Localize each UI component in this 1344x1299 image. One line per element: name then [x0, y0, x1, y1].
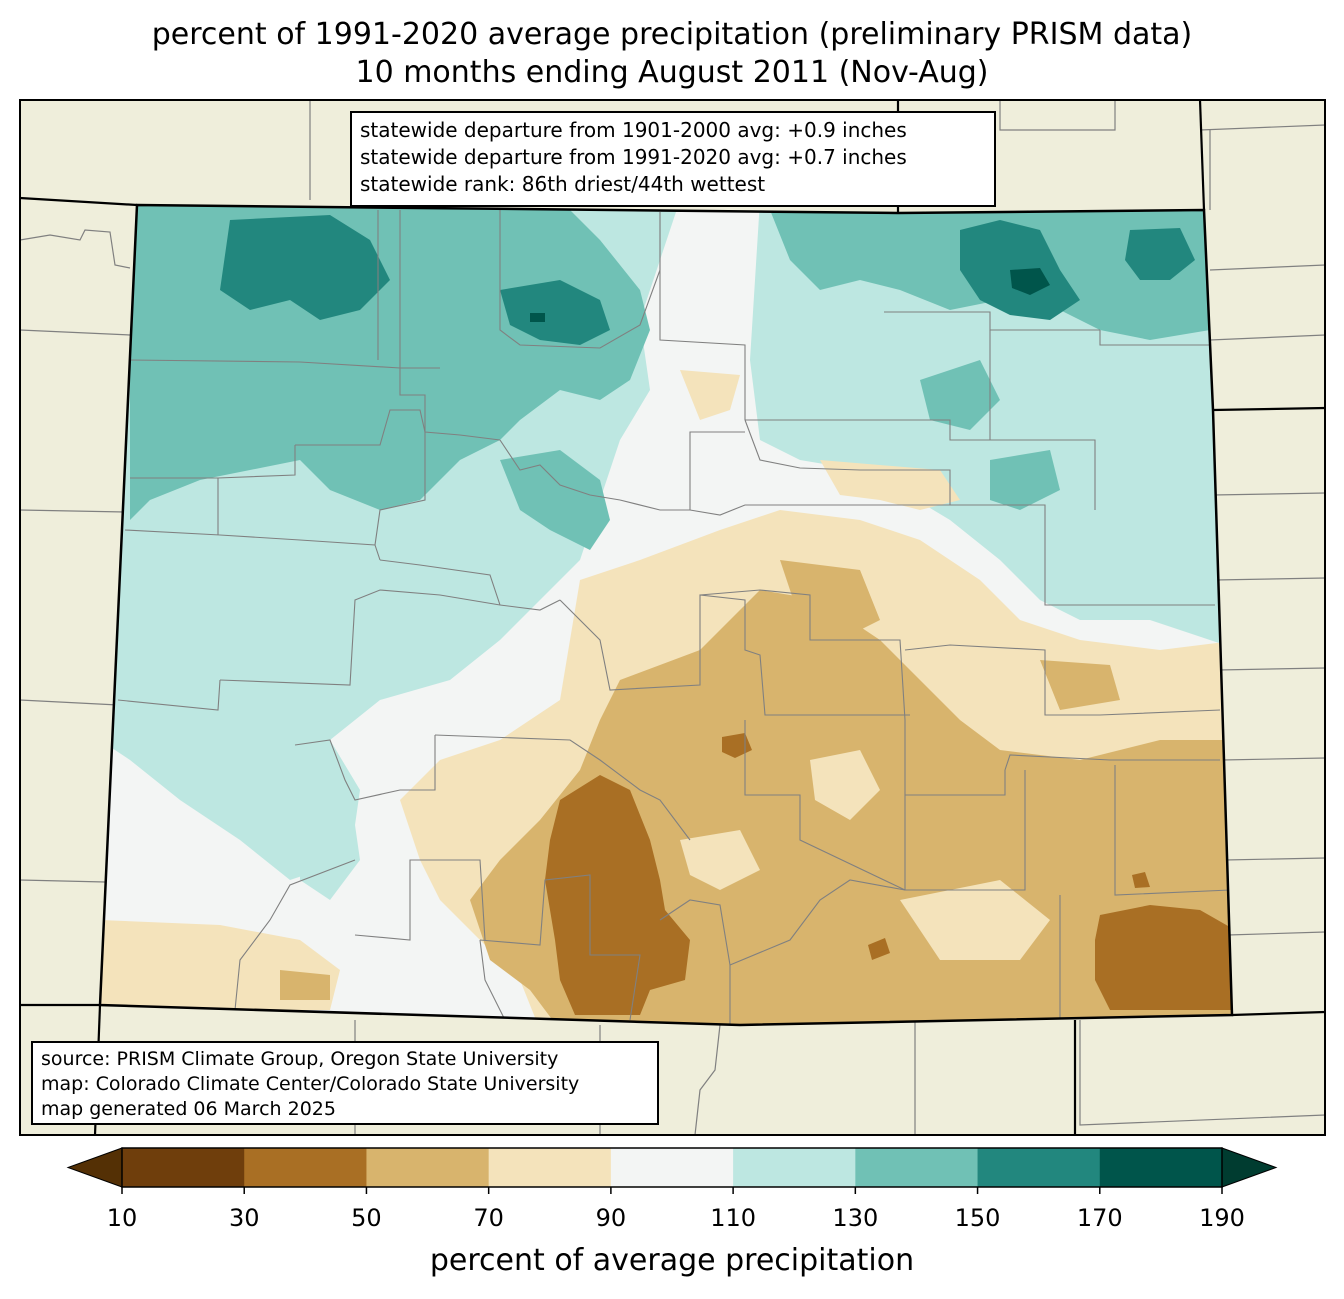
colorbar-tick-label: 10 — [106, 1204, 138, 1232]
colorbar-tick-label: 150 — [954, 1204, 1001, 1232]
colorbar-label: percent of average precipitation — [429, 1243, 915, 1278]
source-line: source: PRISM Climate Group, Oregon Stat… — [41, 1048, 559, 1070]
colorbar-segment — [610, 1148, 734, 1187]
colorbar-tick-label: 50 — [351, 1204, 382, 1232]
map-title-line1: percent of 1991-2020 average precipitati… — [151, 17, 1193, 52]
colorbar-segment — [488, 1148, 612, 1187]
neighbor-county-lines — [19, 100, 1326, 1136]
stats-line-1991-2020: statewide departure from 1991-2020 avg: … — [360, 145, 907, 169]
map-border — [19, 99, 1326, 1136]
colorbar-tick-label: 30 — [228, 1204, 260, 1232]
map-credit-line: map: Colorado Climate Center/Colorado St… — [41, 1073, 580, 1095]
colorbar-segment — [1099, 1148, 1223, 1187]
colorbar-tick-label: 90 — [595, 1204, 627, 1232]
county-lines — [117, 210, 1231, 1025]
colorbar-over-arrow — [1221, 1147, 1278, 1188]
colorbar-segment — [244, 1148, 367, 1187]
colorbar-tick-label: 130 — [832, 1204, 879, 1232]
statewide-stats-box: statewide departure from 1901-2000 avg: … — [350, 111, 996, 207]
colorbar-under-arrow — [66, 1147, 123, 1188]
colorbar-segment — [733, 1148, 856, 1187]
colorbar-frame — [121, 1147, 1223, 1188]
colorbar-tick-label: 170 — [1076, 1204, 1123, 1232]
colorbar-segment — [122, 1148, 245, 1187]
precip-field — [100, 205, 1232, 1025]
colorbar-tick-label: 190 — [1199, 1204, 1245, 1232]
stats-line-1901-2000: statewide departure from 1901-2000 avg: … — [360, 118, 907, 142]
colorbar — [66, 1147, 1278, 1194]
colorbar-tick-label: 70 — [473, 1204, 504, 1232]
source-box: source: PRISM Climate Group, Oregon Stat… — [31, 1041, 659, 1125]
colorbar-segment — [366, 1148, 490, 1187]
stats-line-rank: statewide rank: 86th driest/44th wettest — [360, 172, 766, 196]
generated-date-line: map generated 06 March 2025 — [41, 1098, 336, 1120]
colorado-border — [98, 203, 1234, 1027]
colorbar-segment — [977, 1148, 1101, 1187]
colorbar-tick-label: 110 — [710, 1204, 757, 1232]
map-title-line2: 10 months ending August 2011 (Nov-Aug) — [355, 55, 989, 90]
colorbar-segment — [855, 1148, 979, 1187]
